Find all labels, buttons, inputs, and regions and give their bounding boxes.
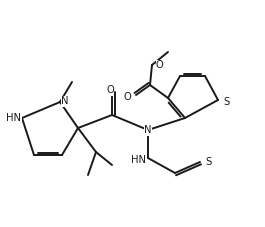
Text: O: O bbox=[106, 85, 114, 95]
Text: N: N bbox=[61, 96, 68, 106]
Text: O: O bbox=[156, 60, 164, 70]
Text: O: O bbox=[123, 92, 131, 102]
Text: HN: HN bbox=[6, 113, 21, 123]
Text: S: S bbox=[205, 157, 211, 167]
Text: HN: HN bbox=[131, 155, 146, 165]
Text: N: N bbox=[144, 125, 152, 135]
Text: S: S bbox=[223, 97, 229, 107]
